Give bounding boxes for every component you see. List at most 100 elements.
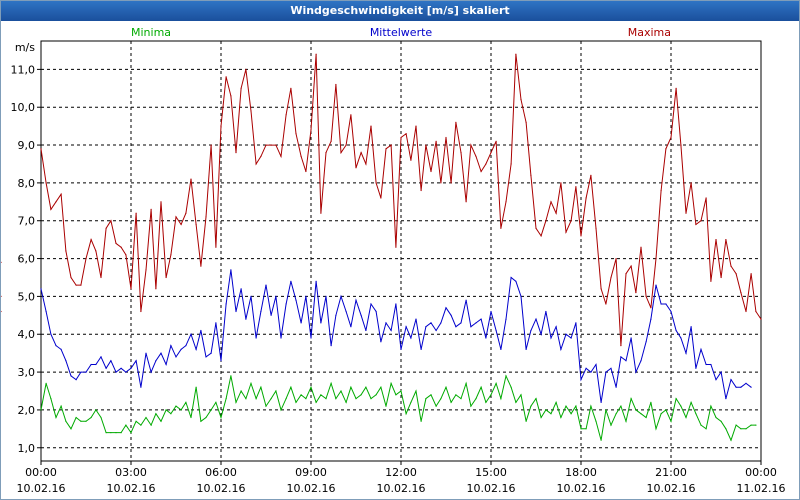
data-point	[195, 386, 197, 388]
data-point	[685, 212, 687, 214]
data-point	[700, 220, 702, 222]
data-point	[225, 76, 227, 78]
data-point	[90, 416, 92, 419]
data-point	[745, 310, 747, 313]
data-point	[455, 121, 457, 123]
data-point	[60, 193, 62, 195]
data-point	[80, 284, 82, 286]
data-point	[345, 144, 347, 146]
data-point	[620, 405, 622, 407]
data-point	[320, 212, 322, 214]
data-point	[435, 140, 437, 142]
data-point	[235, 401, 237, 403]
data-point	[550, 201, 552, 203]
data-point	[555, 401, 557, 403]
data-point	[205, 416, 207, 419]
data-point	[740, 428, 742, 430]
data-point	[370, 398, 372, 400]
data-point	[500, 398, 502, 400]
data-point	[375, 394, 377, 396]
data-point	[135, 420, 137, 422]
data-point	[575, 405, 577, 407]
data-point	[270, 144, 272, 146]
data-point	[175, 216, 177, 218]
data-point	[415, 390, 417, 392]
data-point	[120, 246, 122, 248]
y-tick-label: 8,0	[18, 177, 36, 190]
data-point	[65, 250, 67, 252]
data-point	[90, 239, 92, 241]
data-point	[510, 163, 512, 165]
data-point	[65, 360, 67, 362]
data-point	[205, 356, 207, 358]
data-point	[185, 345, 187, 347]
data-point	[425, 144, 427, 146]
data-point	[595, 420, 597, 422]
data-point	[250, 382, 252, 384]
data-point	[195, 223, 197, 226]
data-point	[600, 439, 602, 441]
data-point	[710, 405, 712, 407]
data-point	[540, 235, 542, 237]
data-point	[730, 379, 732, 381]
data-point	[170, 413, 172, 415]
data-point	[670, 310, 672, 313]
data-point	[95, 363, 97, 366]
y-tick-label: 2,0	[18, 404, 36, 417]
data-point	[600, 288, 602, 290]
data-point	[580, 379, 582, 381]
data-point	[45, 310, 47, 313]
data-point	[465, 201, 467, 203]
data-point	[690, 326, 692, 328]
data-point	[720, 276, 722, 279]
data-point	[210, 352, 212, 354]
data-point	[540, 333, 542, 335]
data-point	[380, 341, 382, 343]
data-point	[340, 295, 342, 297]
data-point	[275, 390, 277, 392]
data-point	[505, 318, 507, 320]
data-point	[300, 394, 302, 396]
data-point	[190, 416, 192, 419]
data-point	[280, 155, 282, 157]
data-point	[450, 401, 452, 403]
data-point	[650, 307, 652, 309]
data-point	[550, 337, 552, 339]
data-point	[230, 269, 232, 271]
data-point	[170, 345, 172, 347]
legend-maxima: Maxima	[628, 26, 671, 39]
y-tick-label: 11,0	[11, 63, 36, 76]
data-point	[415, 125, 417, 127]
data-point	[530, 329, 532, 332]
data-point	[40, 148, 42, 150]
data-point	[305, 295, 307, 297]
data-point	[645, 341, 647, 343]
y-tick-label: 9,0	[18, 139, 36, 152]
x-tick-date: 10.02.16	[287, 482, 336, 495]
data-point	[705, 363, 707, 366]
data-point	[55, 345, 57, 347]
series-mittelwerte	[40, 269, 752, 403]
data-point	[580, 428, 582, 430]
data-point	[250, 295, 252, 297]
x-tick-date: 10.02.16	[467, 482, 516, 495]
data-point	[520, 394, 522, 396]
data-point	[610, 367, 612, 369]
data-point	[180, 409, 182, 411]
data-point	[520, 295, 522, 297]
data-point	[690, 182, 692, 184]
data-point	[125, 371, 127, 373]
data-point	[460, 152, 462, 154]
data-point	[70, 428, 72, 430]
data-point	[625, 420, 627, 422]
data-point	[195, 348, 197, 350]
data-point	[220, 125, 222, 127]
x-tick-date: 10.02.16	[647, 482, 696, 495]
data-point	[155, 288, 157, 290]
data-point	[325, 398, 327, 400]
data-point	[255, 337, 257, 339]
data-point	[200, 265, 202, 267]
data-point	[260, 155, 262, 157]
data-point	[625, 360, 627, 362]
data-point	[675, 398, 677, 400]
